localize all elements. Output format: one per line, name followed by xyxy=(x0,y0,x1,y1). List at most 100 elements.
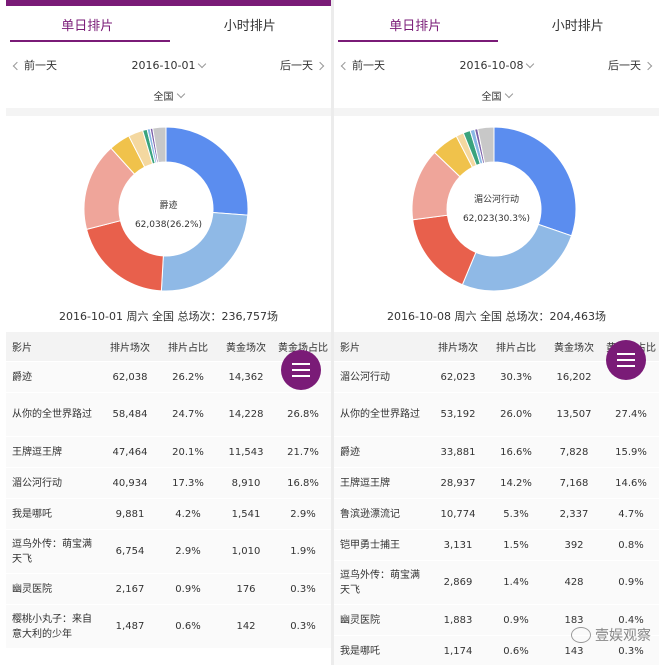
table-row[interactable]: 爵迹 62,038 26.2% 14,362 xyxy=(6,362,331,393)
table-row[interactable]: 王牌逗王牌 28,937 14.2% 7,168 14.6% xyxy=(334,468,659,499)
date-picker[interactable]: 2016-10-01 xyxy=(131,58,207,72)
cell-gold: 7,828 xyxy=(559,446,589,458)
menu-fab-button[interactable] xyxy=(281,350,321,390)
cell-gold_share: 26.8% xyxy=(287,409,319,420)
table-row[interactable]: 我是哪吒 9,881 4.2% 1,541 2.9% xyxy=(6,499,331,530)
date-navigator: 前一天 2016-10-08 后一天 xyxy=(334,52,659,78)
cell-gold: 392 xyxy=(564,539,584,551)
header-cell: 影片 xyxy=(340,343,360,354)
cell-gold: 143 xyxy=(564,645,584,657)
chevron-down-icon xyxy=(176,89,185,98)
donut-slice[interactable] xyxy=(85,220,164,292)
cell-film: 铠甲勇士捕王 xyxy=(340,539,400,551)
table-row[interactable]: 逗鸟外传：萌宝满天飞 6,754 2.9% 1,010 1.9% xyxy=(6,530,331,574)
header-cell: 排片占比 xyxy=(496,343,536,354)
cell-gold: 11,543 xyxy=(228,446,264,458)
cell-gold_share: 4.7% xyxy=(618,508,644,520)
date-picker[interactable]: 2016-10-08 xyxy=(460,59,535,72)
cell-gold_share: 14.6% xyxy=(615,477,647,489)
cell-gold: 13,507 xyxy=(556,409,592,420)
table-row[interactable]: 逗鸟外传：萌宝满天飞 2,869 1.4% 428 0.9% xyxy=(334,561,659,605)
cell-shows: 2,167 xyxy=(115,583,145,595)
chevron-left-icon xyxy=(340,61,350,71)
tab-daily[interactable]: 单日排片 xyxy=(61,18,114,34)
next-day-button[interactable]: 后一天 xyxy=(280,57,325,73)
tab-hourly[interactable]: 小时排片 xyxy=(551,18,604,34)
donut-slice[interactable] xyxy=(477,126,495,164)
cell-share: 20.1% xyxy=(172,446,204,458)
cell-gold: 14,228 xyxy=(228,409,264,420)
cell-shows: 62,038 xyxy=(112,371,148,383)
table-row[interactable]: 我是哪吒 1,174 0.6% 143 0.3% xyxy=(334,636,659,665)
region-label: 全国 xyxy=(153,91,174,103)
tab-hourly[interactable]: 小时排片 xyxy=(223,18,276,34)
table-row[interactable]: 湄公河行动 62,023 30.3% 16,202 xyxy=(334,362,659,393)
table-row[interactable]: 铠甲勇士捕王 3,131 1.5% 392 0.8% xyxy=(334,530,659,561)
cell-share: 1.5% xyxy=(503,539,529,551)
table-row[interactable]: 鲁滨逊漂流记 10,774 5.3% 2,337 4.7% xyxy=(334,499,659,530)
cell-film: 鲁滨逊漂流记 xyxy=(340,508,400,520)
date-label: 2016-10-01 xyxy=(131,58,196,72)
table-row[interactable]: 爵迹 33,881 16.6% 7,828 15.9% xyxy=(334,437,659,468)
chevron-right-icon xyxy=(315,61,325,71)
panel-divider xyxy=(331,0,334,665)
schedule-table: 影片 排片场次 排片占比 黄金场次 黄金场占比 爵迹 62,038 26.2% 14,362 从你… xyxy=(6,332,331,649)
schedule-table: 影片排片场次排片占比黄金场次黄金场占比湄公河行动62,02330.3%16,20… xyxy=(334,332,659,665)
cell-gold: 7,168 xyxy=(559,477,589,489)
tab-daily[interactable]: 单日排片 xyxy=(389,18,442,34)
schedule-panel-right: 单日排片 小时排片 前一天 2016-10-08 后一天 全国 湄公河行动 62… xyxy=(334,0,659,665)
share-donut-chart xyxy=(83,126,249,292)
cell-film: 幽灵医院 xyxy=(340,614,380,626)
donut-slice[interactable] xyxy=(461,223,573,292)
cell-shows: 58,484 xyxy=(112,409,148,420)
cell-gold_share: 0.9% xyxy=(618,577,644,588)
table-row[interactable]: 从你的全世界路过 53,192 26.0% 13,507 27.4% xyxy=(334,393,659,437)
cell-gold: 8,910 xyxy=(231,477,261,489)
chevron-left-icon xyxy=(12,61,22,71)
cell-share: 16.6% xyxy=(500,446,532,458)
cell-gold_share: 27.4% xyxy=(615,409,647,420)
cell-gold: 2,337 xyxy=(559,508,589,520)
cell-share: 0.6% xyxy=(175,621,201,632)
cell-gold_share: 2.9% xyxy=(290,508,316,520)
cell-share: 1.4% xyxy=(503,577,529,588)
cell-gold_share: 0.3% xyxy=(290,621,316,632)
cell-gold: 183 xyxy=(564,614,584,626)
tab-bar: 单日排片 小时排片 xyxy=(334,6,659,42)
table-row[interactable]: 王牌逗王牌 47,464 20.1% 11,543 21.7% xyxy=(6,437,331,468)
cell-gold: 1,541 xyxy=(231,508,261,520)
table-header: 影片排片场次排片占比黄金场次黄金场占比 xyxy=(6,332,331,362)
cell-film: 湄公河行动 xyxy=(12,477,62,489)
watermark-text: 壹娱观察 xyxy=(595,628,651,644)
donut-chart-area: 湄公河行动 62,023(30.3%) xyxy=(334,116,659,306)
cell-gold_share: 0.3% xyxy=(618,645,644,657)
section-separator xyxy=(334,108,659,116)
cell-shows: 6,754 xyxy=(115,546,145,557)
table-row[interactable]: 樱桃小丸子：来自意大利的少年 1,487 0.6% 142 0.3% xyxy=(6,605,331,649)
total-summary: 2016-10-08 周六 全国 总场次：204,463场 xyxy=(387,310,606,323)
menu-fab-button[interactable] xyxy=(606,340,646,380)
donut-slice[interactable] xyxy=(152,126,167,164)
table-row[interactable]: 幽灵医院 2,167 0.9% 176 0.3% xyxy=(6,574,331,605)
donut-slice[interactable] xyxy=(493,126,577,237)
donut-center-film: 湄公河行动 xyxy=(473,195,519,205)
cell-shows: 10,774 xyxy=(440,508,476,520)
next-day-button[interactable]: 后一天 xyxy=(608,57,653,73)
prev-day-button[interactable]: 前一天 xyxy=(12,57,57,73)
region-selector[interactable]: 全国 xyxy=(6,82,331,108)
cell-shows: 28,937 xyxy=(440,477,476,489)
cell-gold_share: 0.3% xyxy=(290,583,316,595)
cell-share: 0.6% xyxy=(503,645,529,657)
table-row[interactable]: 湄公河行动 40,934 17.3% 8,910 16.8% xyxy=(6,468,331,499)
table-row[interactable]: 从你的全世界路过 58,484 24.7% 14,228 26.8% xyxy=(6,393,331,437)
header-cell: 影片 xyxy=(12,343,32,354)
cell-shows: 3,131 xyxy=(443,539,473,551)
cell-gold_share: 0.8% xyxy=(618,539,644,551)
cell-gold: 142 xyxy=(236,621,256,632)
donut-slice[interactable] xyxy=(412,214,477,286)
table-row[interactable]: 幽灵医院 1,883 0.9% 183 0.4% xyxy=(334,605,659,636)
cell-shows: 47,464 xyxy=(112,446,148,458)
region-selector[interactable]: 全国 xyxy=(334,82,659,108)
prev-day-button[interactable]: 前一天 xyxy=(340,57,385,73)
